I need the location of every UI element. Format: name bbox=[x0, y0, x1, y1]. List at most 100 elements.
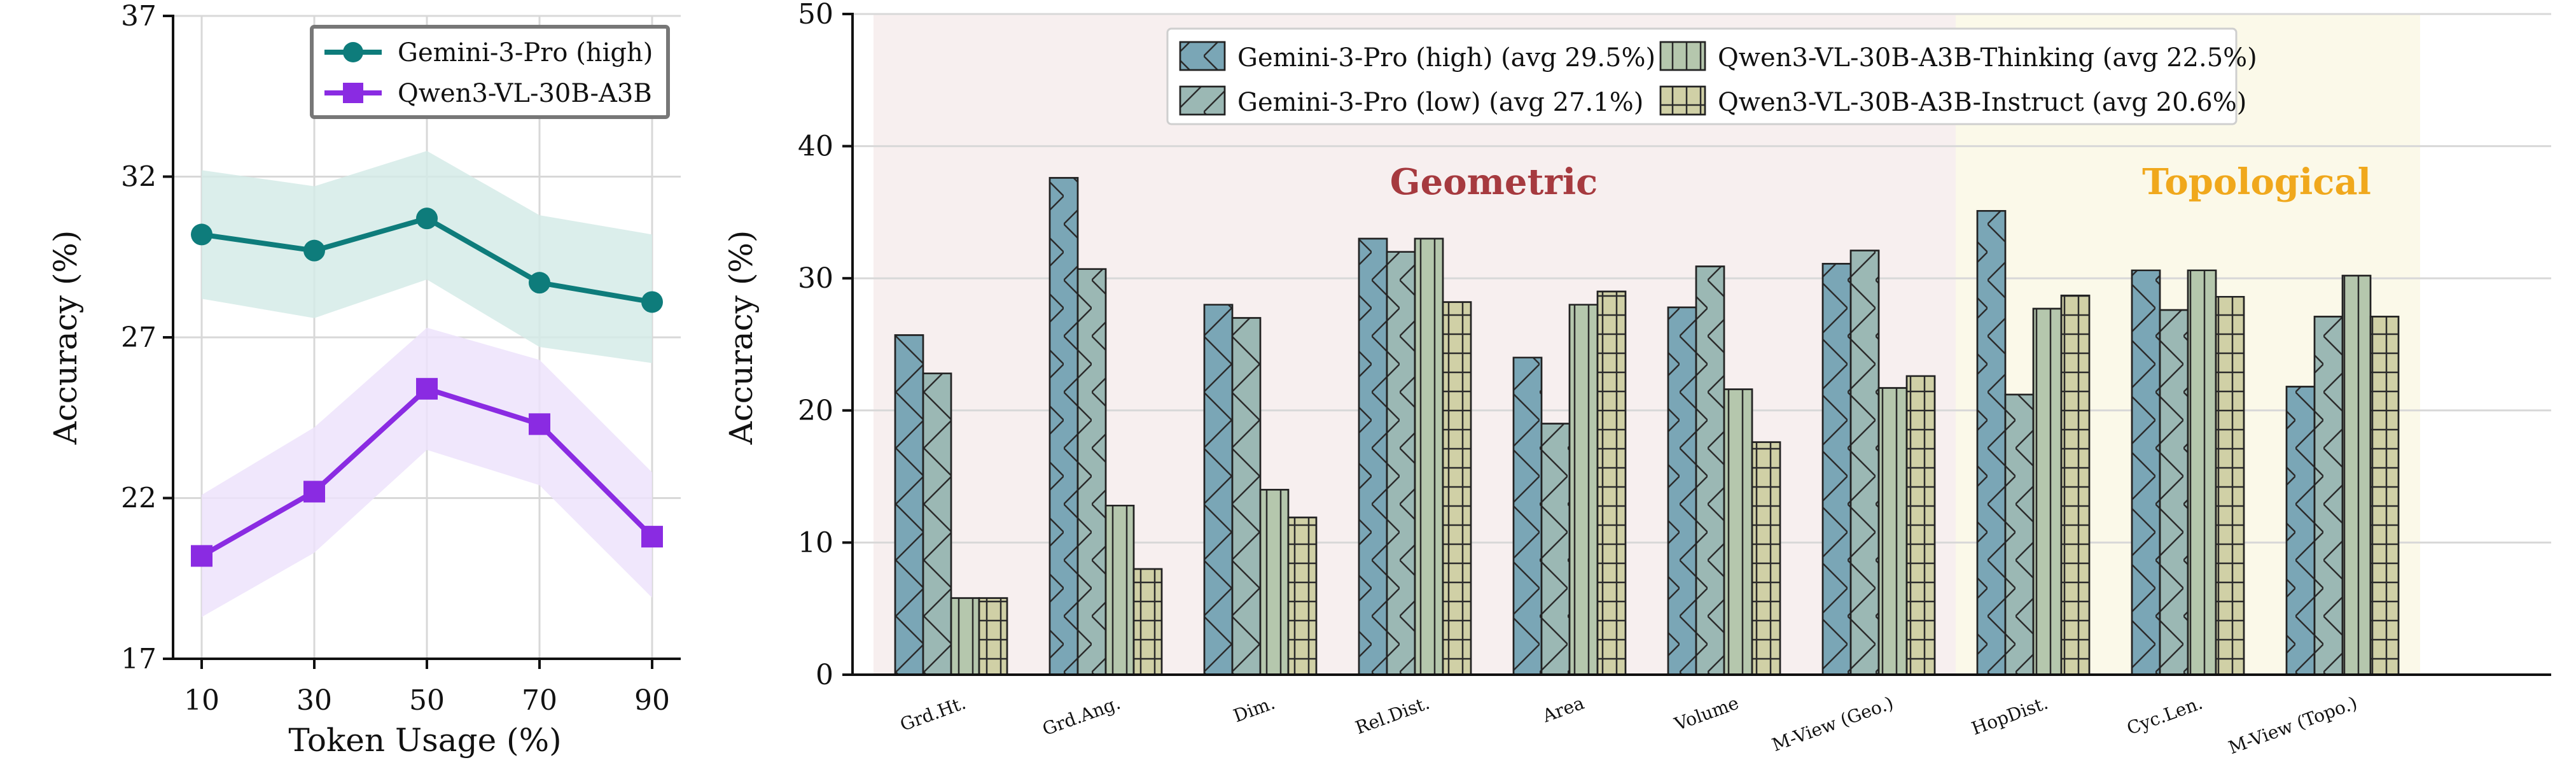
bar-hatch-8-3 bbox=[2215, 296, 2245, 676]
bar-hatch-4-1 bbox=[1540, 423, 1571, 676]
bar-hatch-6-1 bbox=[1849, 250, 1880, 676]
data-point-1-0 bbox=[191, 545, 212, 567]
data-point-1-2 bbox=[416, 377, 438, 400]
bar-chart: 0 10 20 30 40 50 Grd.Ht. Grd.Ang. Dim. Rel.Dist. A… bbox=[723, 0, 2551, 758]
bar-hatch-9-3 bbox=[2369, 316, 2400, 676]
legend-marker-gemini bbox=[343, 42, 363, 62]
bar-hatch-5-0 bbox=[1667, 306, 1697, 676]
line-chart-ytick-label-4: 37 bbox=[121, 0, 157, 32]
line-chart-legend: Gemini-3-Pro (high) Qwen3-VL-30B-A3B bbox=[310, 25, 670, 119]
category-label-1: Grd.Ang. bbox=[1040, 693, 1123, 740]
bar-hatch-4-0 bbox=[1512, 356, 1543, 676]
bar-hatch-9-2 bbox=[2341, 274, 2372, 676]
bar-hatch-4-2 bbox=[1568, 304, 1599, 676]
bar-hatch-8-1 bbox=[2159, 309, 2189, 676]
legend-label-qwen-instruct: Qwen3-VL-30B-A3B-Instruct (avg 20.6%) bbox=[1718, 88, 2246, 117]
data-point-0-4 bbox=[641, 291, 663, 313]
line-chart-legend-box bbox=[310, 25, 670, 119]
bar-chart-ytick-label-4: 40 bbox=[798, 130, 833, 163]
line-chart-xtick-label-1: 30 bbox=[296, 684, 332, 717]
bar-chart-ytick-label-0: 0 bbox=[816, 659, 833, 691]
bar-hatch-2-2 bbox=[1259, 489, 1290, 676]
legend-label-gemini: Gemini-3-Pro (high) bbox=[398, 38, 653, 67]
bar-hatch-7-2 bbox=[2032, 307, 2063, 676]
line-chart-xlabel: Token Usage (%) bbox=[288, 722, 561, 759]
bar-hatch-0-2 bbox=[950, 597, 980, 676]
legend-swatch-qwen-thinking-hatch bbox=[1659, 41, 1706, 71]
legend-label-gemini-low: Gemini-3-Pro (low) (avg 27.1%) bbox=[1237, 88, 1643, 117]
confidence-band-0 bbox=[202, 151, 652, 363]
bar-hatch-1-0 bbox=[1048, 177, 1079, 676]
legend-swatch-gemini-high-hatch bbox=[1179, 41, 1226, 71]
bar-hatch-3-3 bbox=[1442, 301, 1472, 676]
bar-hatch-7-1 bbox=[2004, 393, 2035, 676]
bar-hatch-5-1 bbox=[1695, 265, 1725, 676]
category-label-8: Cyc.Len. bbox=[2124, 693, 2206, 739]
line-chart-series bbox=[191, 208, 663, 567]
bar-hatch-0-0 bbox=[894, 334, 924, 676]
bar-hatch-4-3 bbox=[1596, 290, 1627, 676]
line-chart-xtick-label-0: 10 bbox=[184, 684, 219, 717]
category-label-7: HopDist. bbox=[1969, 693, 2051, 740]
line-chart-xtick-label-3: 70 bbox=[522, 684, 557, 717]
region-label-geometric: Geometric bbox=[1390, 161, 1598, 203]
category-label-0: Grd.Ht. bbox=[897, 693, 968, 736]
bar-hatch-0-3 bbox=[978, 597, 1008, 676]
data-point-0-2 bbox=[416, 208, 438, 230]
bar-hatch-9-1 bbox=[2313, 316, 2344, 676]
line-chart-ticks: 17 22 27 32 37 10 30 50 70 90 bbox=[121, 0, 670, 717]
bar-hatch-5-2 bbox=[1723, 388, 1753, 676]
line-chart-ytick-label-2: 27 bbox=[121, 321, 157, 354]
legend-label-gemini-high: Gemini-3-Pro (high) (avg 29.5%) bbox=[1237, 43, 1655, 73]
bar-hatch-0-1 bbox=[922, 372, 952, 676]
legend-label-qwen: Qwen3-VL-30B-A3B bbox=[398, 79, 652, 108]
bar-chart-bars bbox=[894, 177, 2400, 676]
bar-hatch-1-2 bbox=[1104, 505, 1135, 676]
category-label-4: Area bbox=[1539, 693, 1587, 727]
bar-hatch-8-0 bbox=[2131, 269, 2161, 676]
bar-hatch-6-0 bbox=[1821, 263, 1852, 676]
data-point-0-3 bbox=[529, 272, 550, 294]
bar-hatch-3-2 bbox=[1414, 237, 1444, 676]
bar-hatch-3-0 bbox=[1358, 237, 1388, 676]
bar-chart-axes bbox=[851, 13, 2551, 676]
data-point-0-1 bbox=[303, 239, 325, 262]
legend-label-qwen-thinking: Qwen3-VL-30B-A3B-Thinking (avg 22.5%) bbox=[1718, 43, 2257, 73]
bar-chart-ytick-label-1: 10 bbox=[798, 526, 833, 559]
bar-hatch-7-3 bbox=[2060, 294, 2091, 676]
bar-hatch-6-3 bbox=[1905, 375, 1936, 676]
legend-swatch-qwen-instruct-hatch bbox=[1659, 85, 1706, 116]
data-point-1-1 bbox=[303, 481, 325, 503]
bar-hatch-2-3 bbox=[1287, 516, 1318, 676]
category-label-9: M-View (Topo.) bbox=[2225, 693, 2360, 759]
bar-hatch-2-0 bbox=[1203, 304, 1234, 676]
line-chart-ytick-label-1: 22 bbox=[121, 482, 157, 515]
bar-hatch-8-2 bbox=[2187, 269, 2217, 676]
bar-chart-ytick-label-3: 30 bbox=[798, 262, 833, 295]
bar-hatch-6-2 bbox=[1877, 387, 1908, 676]
bar-hatch-7-0 bbox=[1976, 210, 2007, 676]
line-chart-bands bbox=[202, 151, 652, 617]
category-label-2: Dim. bbox=[1230, 693, 1278, 727]
category-label-3: Rel.Dist. bbox=[1353, 693, 1432, 739]
bar-hatch-1-1 bbox=[1076, 268, 1107, 676]
legend-marker-qwen bbox=[343, 83, 363, 103]
bar-hatch-3-1 bbox=[1386, 251, 1416, 676]
bar-hatch-1-3 bbox=[1132, 568, 1163, 676]
bar-hatch-2-1 bbox=[1231, 317, 1262, 676]
data-point-1-4 bbox=[641, 526, 663, 548]
bar-hatch-5-3 bbox=[1751, 441, 1781, 676]
line-chart-xtick-label-4: 90 bbox=[634, 684, 670, 717]
bar-chart-ytick-label-5: 50 bbox=[798, 0, 833, 31]
bar-hatch-9-0 bbox=[2285, 386, 2316, 676]
bar-chart-legend: Gemini-3-Pro (high) (avg 29.5%) Gemini-3… bbox=[1166, 27, 2257, 125]
data-point-1-3 bbox=[529, 413, 550, 435]
line-chart-ytick-label-3: 32 bbox=[121, 161, 157, 194]
category-label-6: M-View (Geo.) bbox=[1769, 693, 1896, 756]
category-label-5: Volume bbox=[1671, 693, 1742, 735]
line-chart: 17 22 27 32 37 10 30 50 70 90 Token Usage (%) Acc… bbox=[47, 0, 681, 759]
line-chart-ytick-label-0: 17 bbox=[121, 643, 157, 675]
bar-chart-legend-box bbox=[1166, 27, 2238, 125]
confidence-band-1 bbox=[202, 327, 652, 617]
